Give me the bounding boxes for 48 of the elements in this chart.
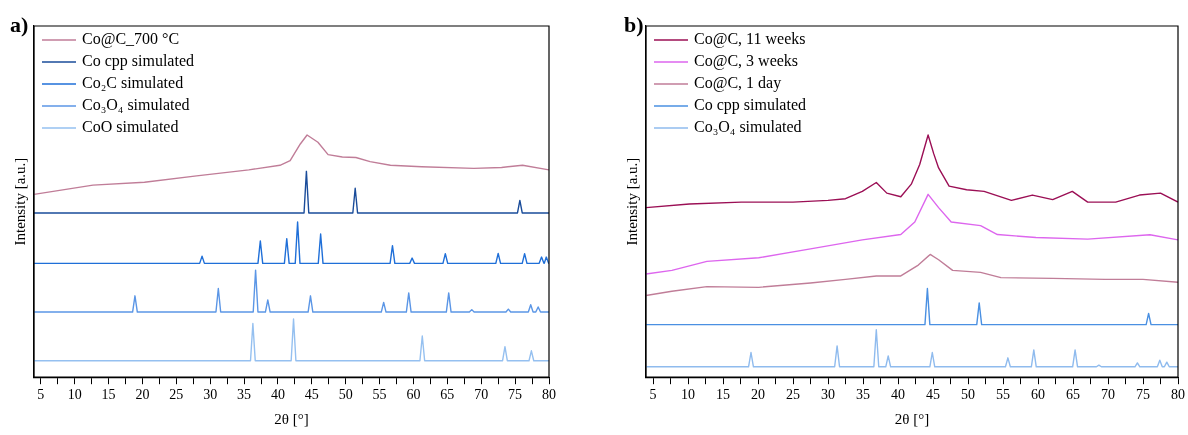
x-tick-label: 70 [1101, 387, 1115, 403]
x-axis-title: 2θ [°] [894, 410, 930, 427]
y-axis-title: Intensity [a.u.] [623, 157, 640, 246]
chart-title: a) [10, 12, 29, 37]
legend-label: Co@C, 11 weeks [694, 30, 806, 49]
legend-label: Co@C_700 °C [82, 30, 180, 49]
x-tick-label: 5 [649, 387, 657, 403]
x-tick-label: 20 [751, 387, 765, 403]
x-tick-label: 45 [304, 387, 319, 403]
x-tick-label: 70 [474, 387, 489, 403]
x-tick-label: 55 [372, 387, 387, 403]
x-tick-label: 50 [338, 387, 353, 403]
x-tick-label: 15 [716, 387, 730, 403]
x-tick-label: 35 [237, 387, 252, 403]
legend-label: Co₂C simulated [82, 74, 184, 92]
x-tick-label: 30 [821, 387, 835, 403]
x-tick-label: 65 [440, 387, 455, 403]
legend-label: Co@C, 1 day [694, 74, 782, 93]
x-tick-label: 80 [1171, 387, 1185, 403]
x-tick-label: 75 [1136, 387, 1150, 403]
x-tick-label: 60 [406, 387, 421, 403]
legend-label: CoO simulated [82, 118, 179, 136]
x-tick-label: 15 [101, 387, 116, 403]
x-tick-label: 65 [1066, 387, 1080, 403]
x-tick-label: 25 [786, 387, 800, 403]
legend-label: Co@C, 3 weeks [694, 52, 799, 71]
x-tick-label: 5 [37, 387, 45, 403]
x-tick-label: 45 [926, 387, 940, 403]
x-tick-label: 80 [542, 387, 556, 403]
x-tick-label: 10 [67, 387, 82, 403]
x-tick-label: 40 [270, 387, 285, 403]
x-axis-title: 2θ [°] [274, 410, 309, 427]
x-tick-label: 75 [508, 387, 523, 403]
legend-label: Co₃O₄ simulated [82, 96, 190, 114]
x-tick-label: 25 [169, 387, 184, 403]
x-tick-label: 30 [203, 387, 218, 403]
x-tick-label: 10 [681, 387, 695, 403]
x-tick-label: 40 [891, 387, 905, 403]
legend-label: Co₃O₄ simulated [694, 118, 802, 136]
y-axis-title: Intensity [a.u.] [11, 157, 28, 246]
legend-label: Co cpp simulated [694, 96, 806, 115]
chart-title: b) [624, 12, 644, 37]
legend-label: Co cpp simulated [82, 52, 194, 71]
x-tick-label: 35 [856, 387, 870, 403]
x-tick-label: 60 [1031, 387, 1045, 403]
x-tick-label: 55 [996, 387, 1010, 403]
x-tick-label: 20 [135, 387, 150, 403]
x-tick-label: 50 [961, 387, 975, 403]
